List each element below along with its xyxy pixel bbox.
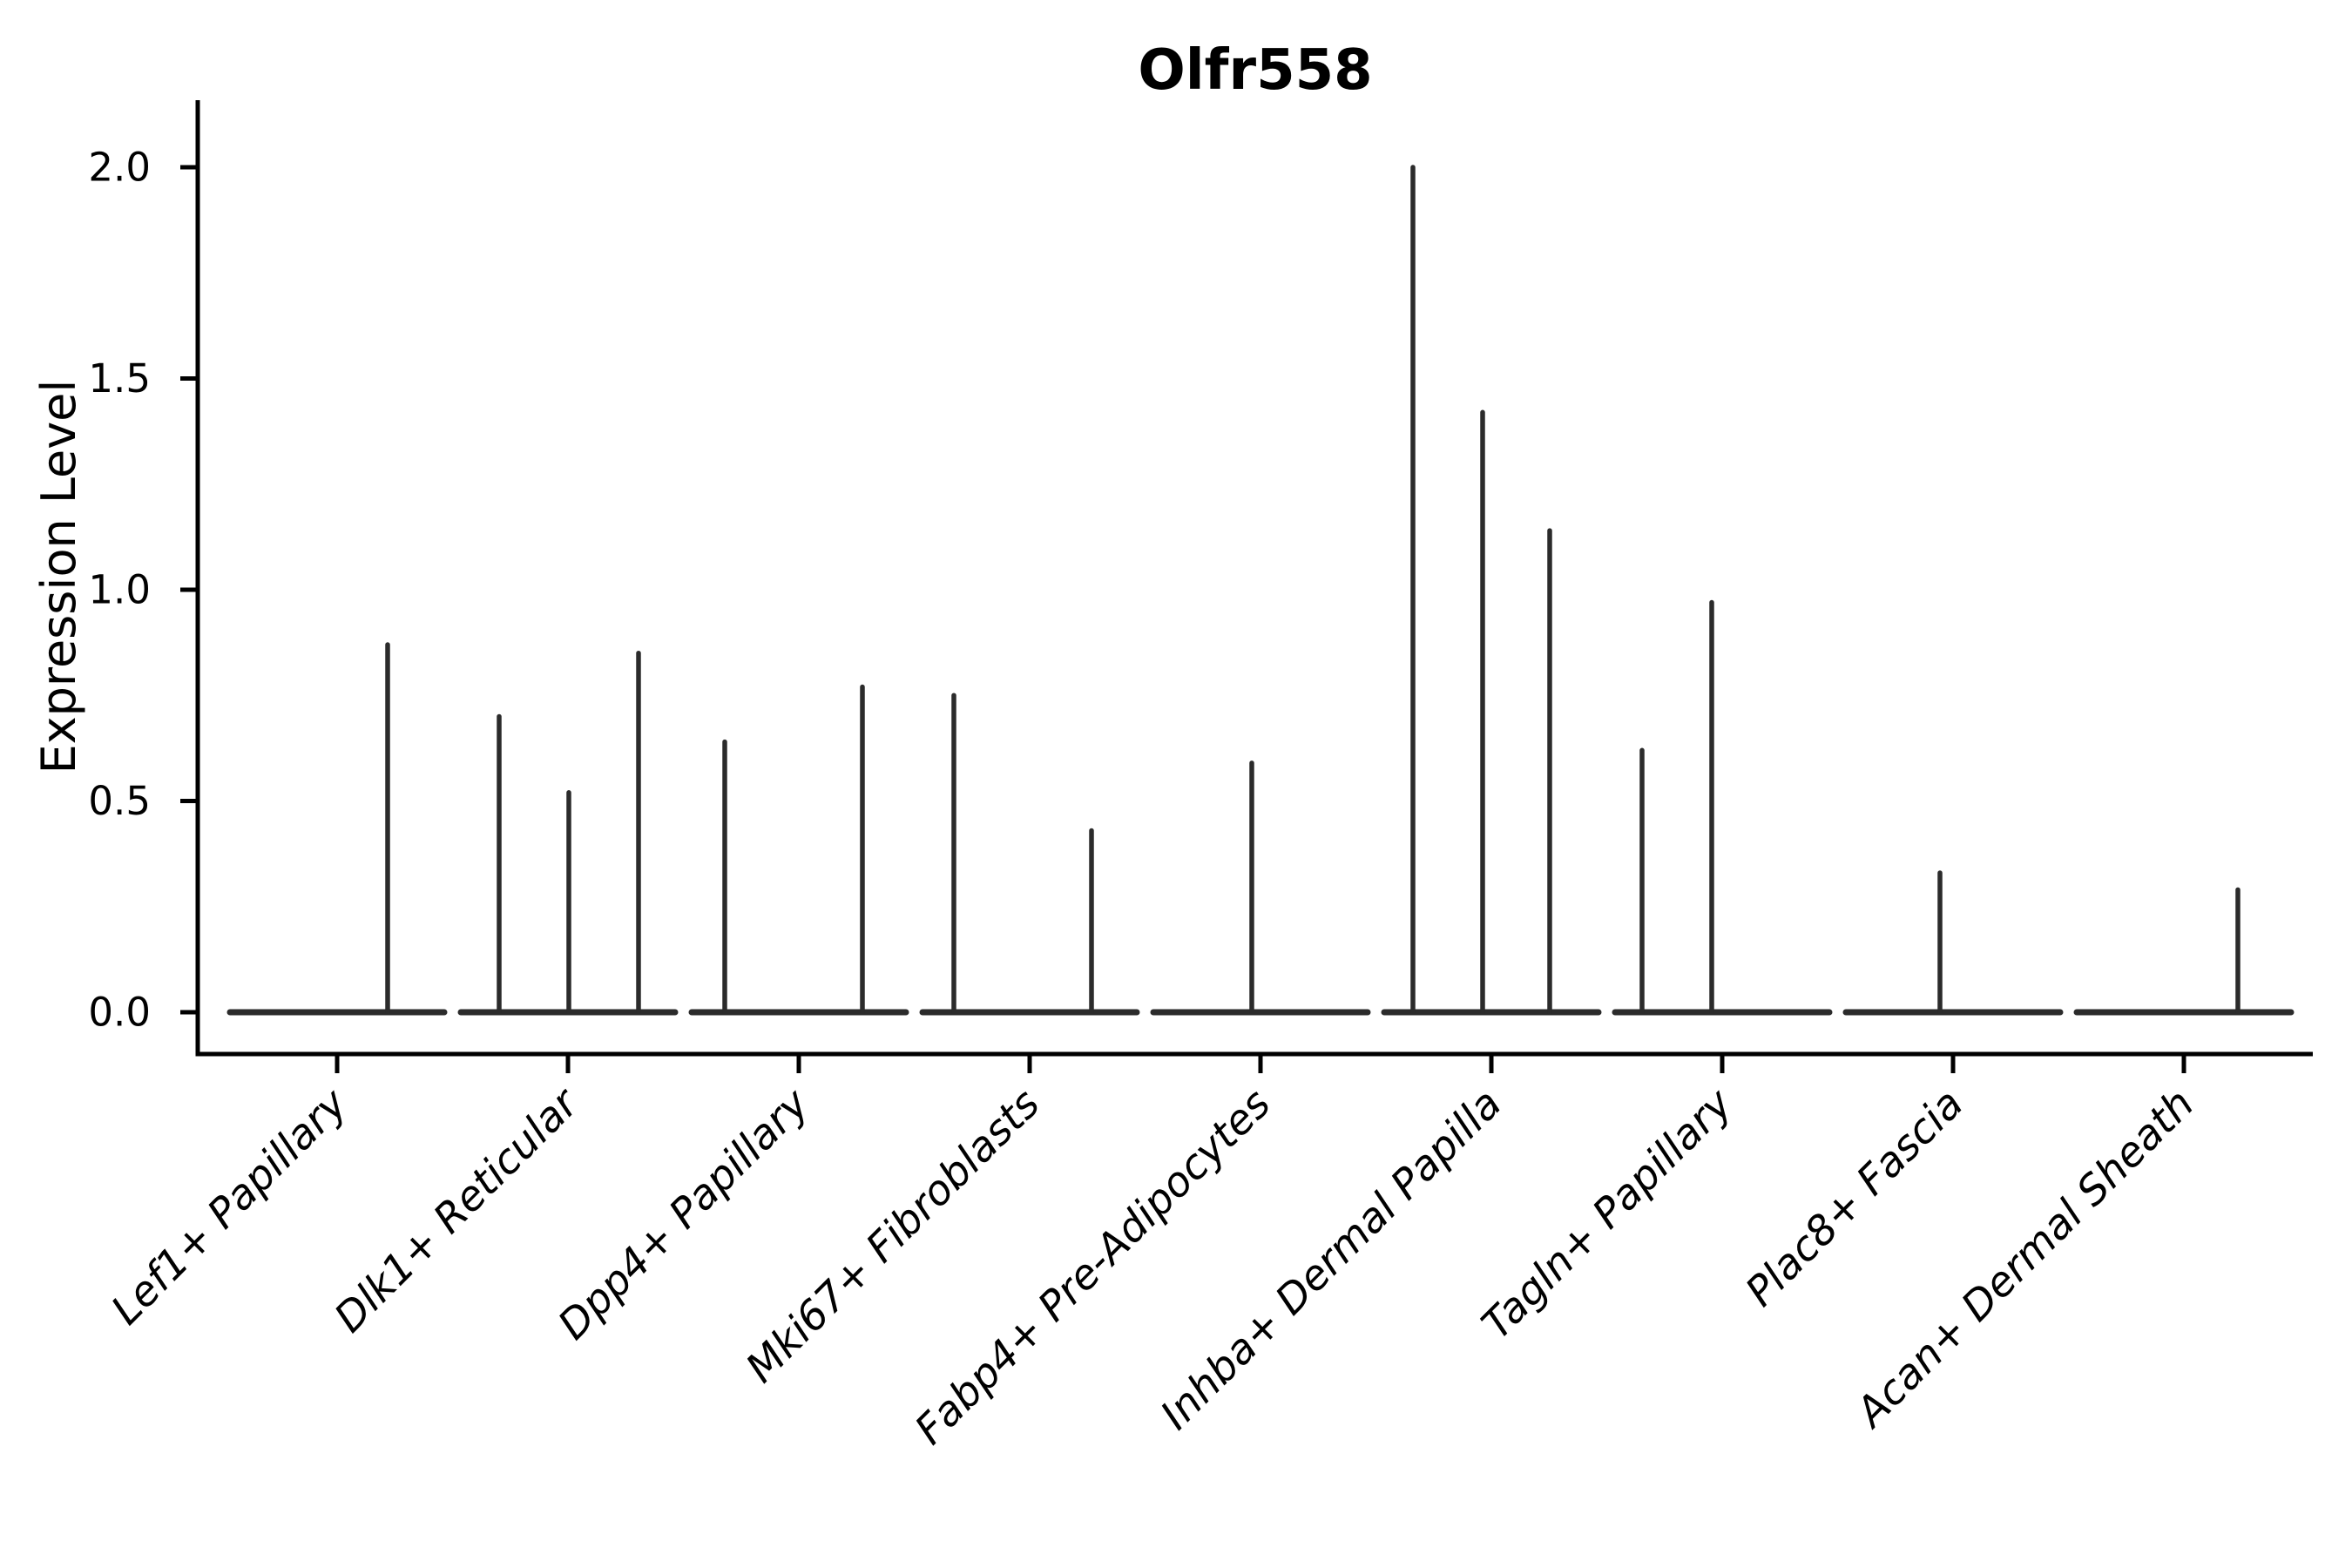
x-tick-label: Tagln+ Papillary: [1473, 1079, 1743, 1349]
x-tick-label: Lef1+ Papillary: [102, 1079, 357, 1335]
y-tick-label: 0.5: [88, 778, 151, 824]
x-tick-label: Dlk1+ Reticular: [326, 1078, 590, 1342]
x-tick-label: Plac8+ Fascia: [1736, 1080, 1972, 1316]
y-tick-label: 0.0: [88, 990, 151, 1036]
y-tick-label: 1.0: [88, 567, 151, 613]
y-tick-label: 2.0: [88, 145, 151, 191]
chart-title: Olfr558: [1138, 38, 1373, 103]
x-tick-label: Dpp4+ Papillary: [549, 1079, 819, 1349]
y-tick-label: 1.5: [88, 355, 151, 402]
